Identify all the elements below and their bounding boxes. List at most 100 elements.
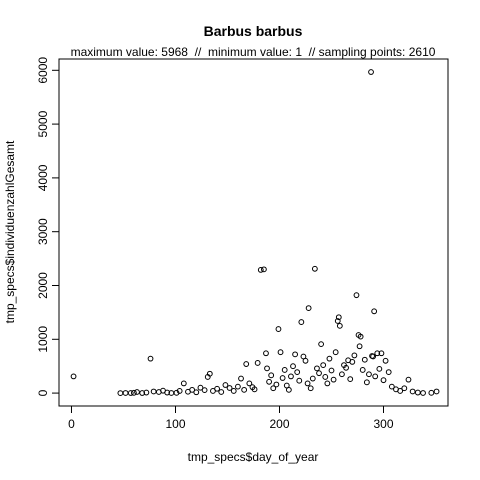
data-point [374,350,381,357]
data-point [238,375,244,382]
data-point [206,370,213,377]
data-point [127,390,134,396]
data-point [336,322,343,329]
data-point [257,266,264,273]
y-tick-label: 5000 [36,110,50,137]
y-tick-label: 3000 [36,218,50,245]
data-point [130,389,137,396]
data-point [382,357,389,364]
data-point [311,265,318,272]
data-point [309,375,316,382]
data-point [385,369,392,376]
x-tick-label: 0 [68,417,75,431]
data-point [147,355,154,362]
data-point [302,357,309,364]
data-point [214,385,221,392]
data-point [368,69,374,75]
data-point [314,365,320,372]
points-layer [70,69,440,396]
data-point [235,383,241,390]
y-tick-label: 0 [36,389,50,396]
data-point [357,333,364,340]
data-point [378,350,385,357]
data-point [263,350,269,357]
data-point [164,389,171,396]
data-point [281,367,288,373]
data-point [266,378,273,385]
data-point [70,373,77,380]
data-point [428,389,435,396]
data-point [305,305,312,311]
data-point [376,365,383,372]
data-point [316,370,322,377]
data-point [189,386,196,393]
data-point [328,367,335,374]
data-point [261,266,267,273]
data-point [251,386,258,393]
data-point [270,385,277,392]
data-point [353,292,360,299]
x-tick-label: 100 [165,417,185,431]
data-point [292,351,299,358]
data-point [275,326,282,332]
data-point [241,386,248,393]
data-point [401,385,408,392]
data-point [246,380,253,387]
data-point [197,384,204,391]
data-point [180,380,187,387]
data-point [193,389,200,396]
data-point [330,376,337,383]
data-point [264,365,270,372]
data-point [409,388,416,395]
data-point [273,381,280,388]
data-point [371,308,378,315]
data-point [222,382,229,388]
data-point [139,390,146,396]
data-point [335,314,342,321]
data-point [254,360,261,366]
data-point [296,377,303,384]
data-point [370,353,377,360]
data-point [332,349,339,356]
data-point [324,380,331,387]
chart-subtitle: maximum value: 5968 // minimum value: 1 … [71,45,436,59]
x-axis: 0 100 200 300 [68,405,394,431]
data-point [294,369,301,376]
data-point [326,355,333,362]
y-axis-label: tmp_specs$individuenzahlGesamt [3,140,17,323]
y-tick-label: 2000 [36,272,50,299]
data-point [143,389,150,396]
x-tick-label: 300 [373,417,393,431]
data-point [361,356,368,363]
data-point [363,379,370,386]
data-point [218,389,225,395]
data-point [349,358,356,365]
data-point [356,343,363,350]
data-point [359,367,366,373]
data-point [339,371,345,378]
data-point [243,361,250,367]
data-point [334,318,341,324]
data-point [290,363,296,370]
data-point [318,341,325,348]
data-point [372,373,379,380]
data-point [405,376,412,383]
y-tick-label: 6000 [36,57,50,84]
data-point [201,387,208,394]
data-point [285,386,292,393]
data-point [288,373,294,380]
data-point [420,390,426,396]
data-point [320,362,327,369]
data-point [277,349,284,356]
data-point [366,371,372,378]
data-point [307,385,314,392]
data-point [304,380,311,387]
data-point [322,374,329,380]
data-point [397,388,404,394]
data-point [351,352,358,359]
data-point [230,388,237,394]
data-point [388,383,395,390]
data-point [226,385,233,391]
